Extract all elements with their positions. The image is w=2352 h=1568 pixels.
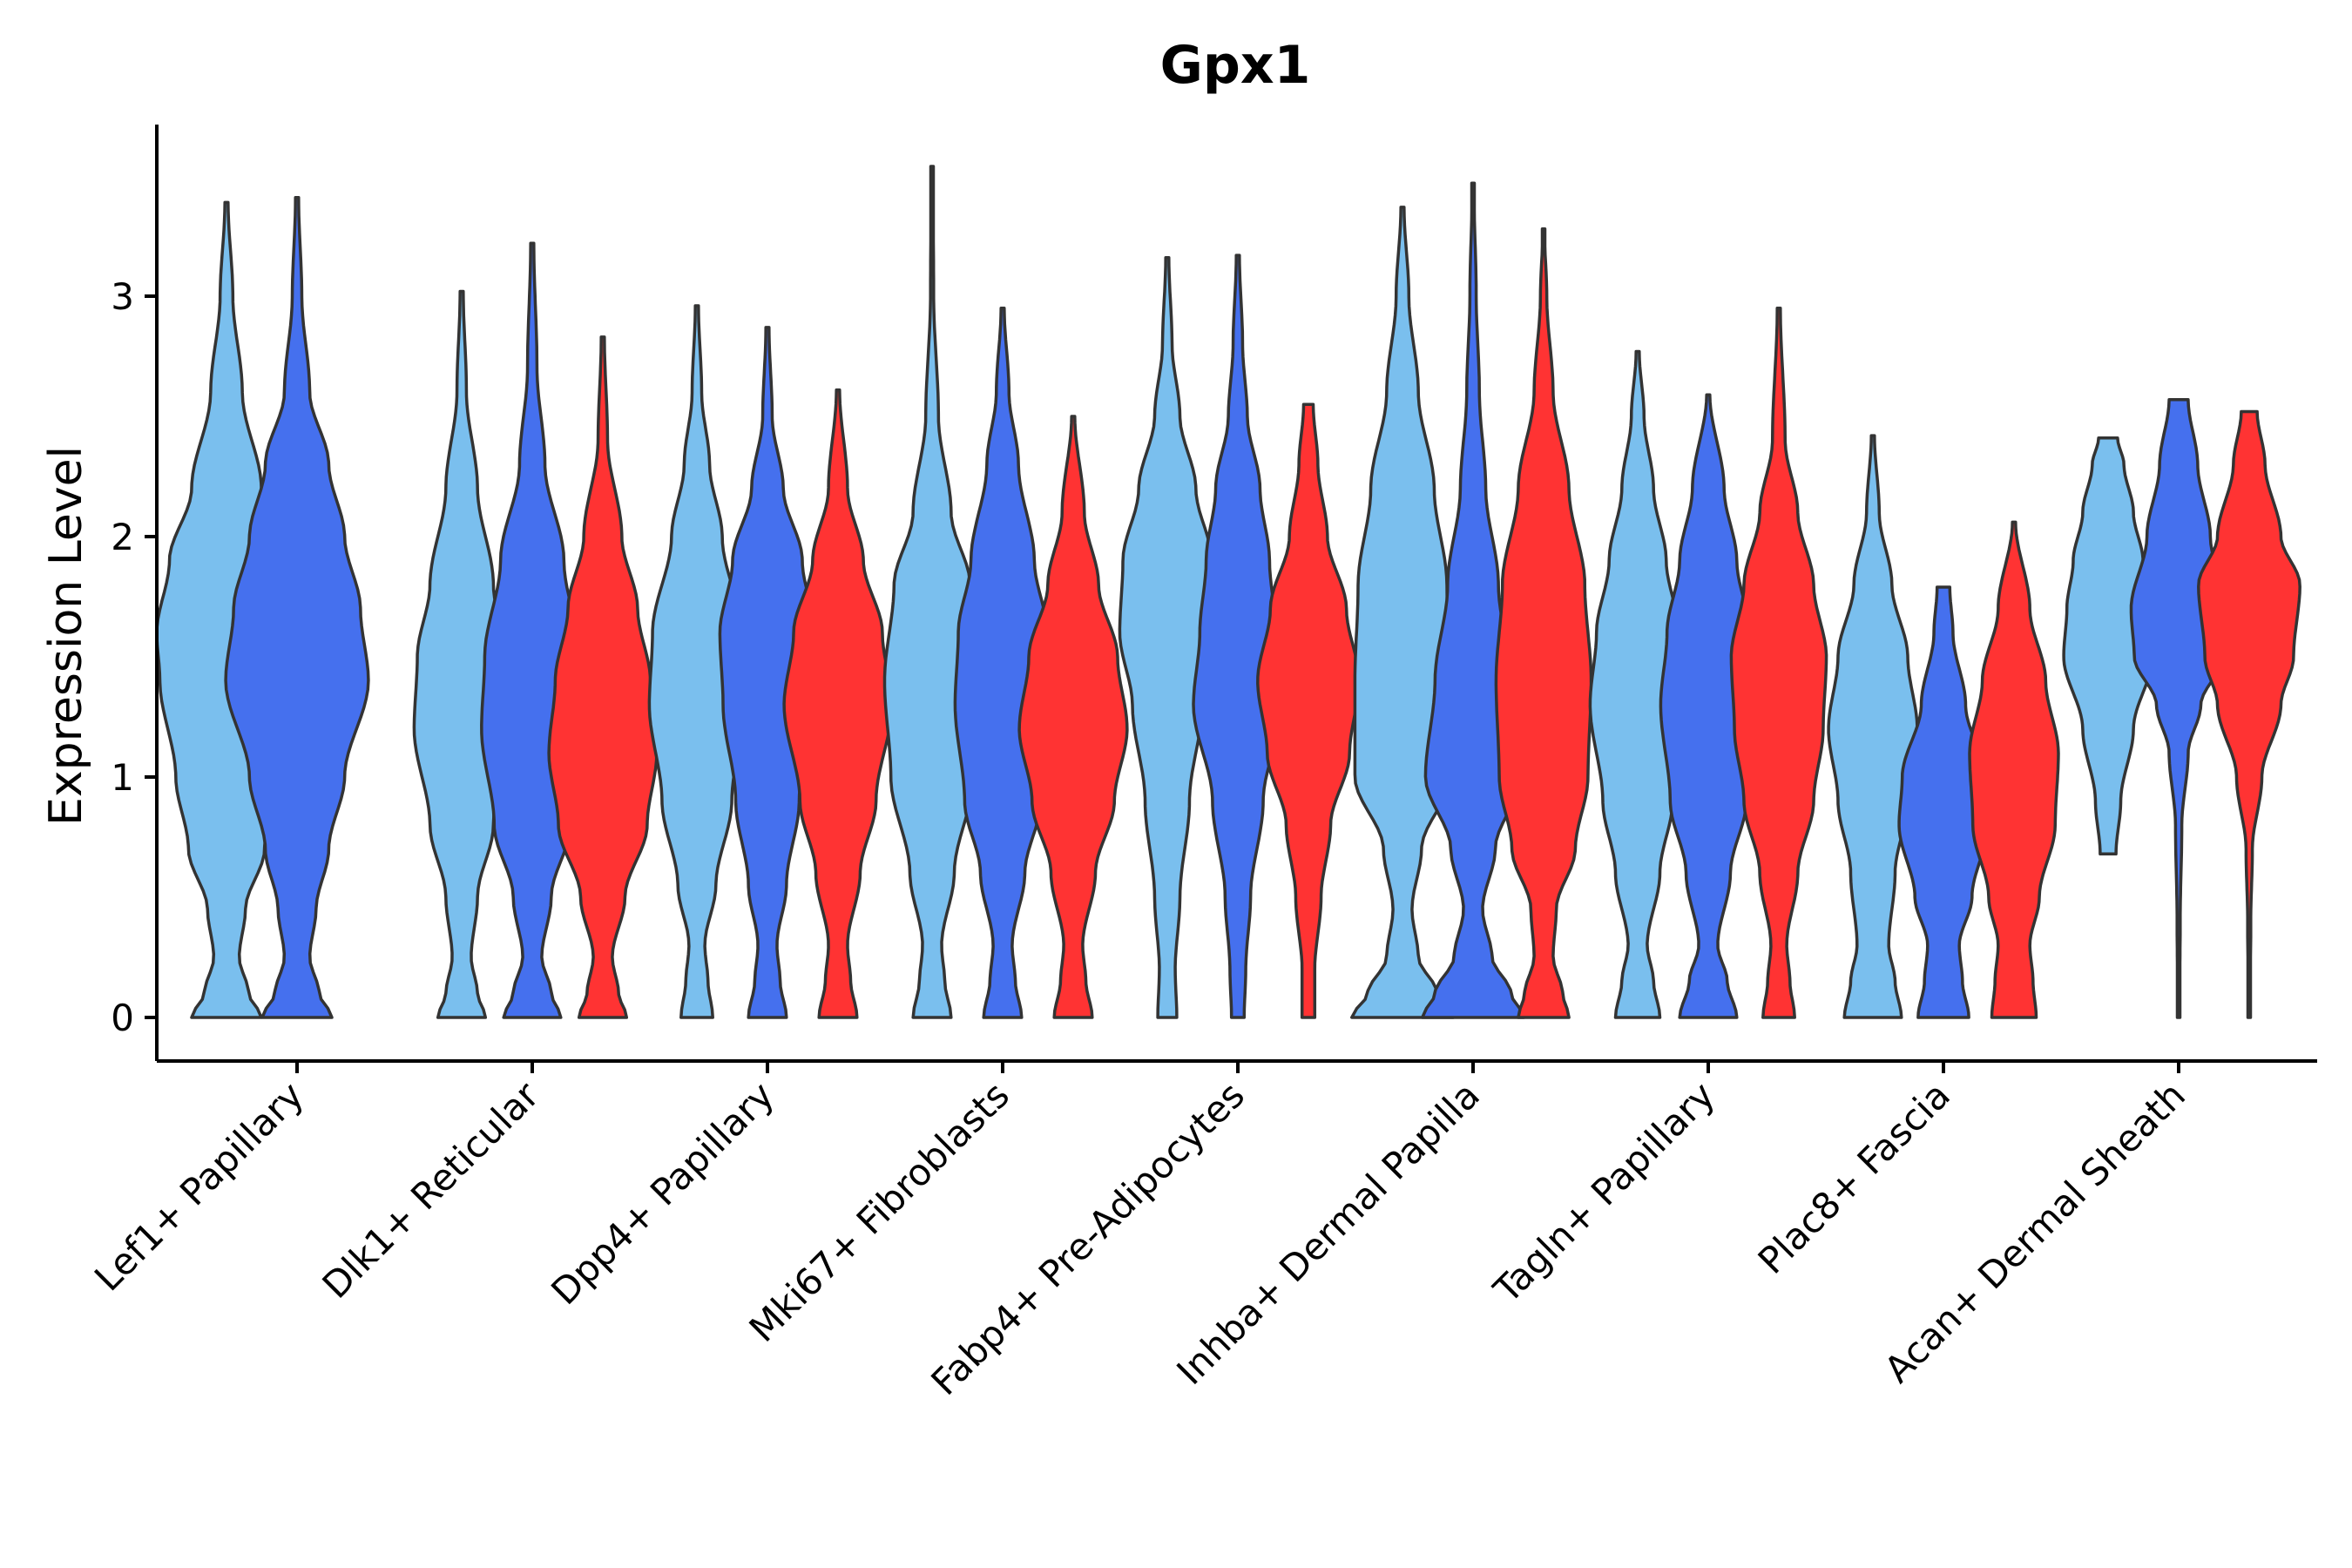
violins-layer — [155, 165, 2301, 1019]
violin-dpp4-papillary-1 — [647, 304, 747, 1019]
x-tick-label: Dlk1+ Reticular — [314, 1073, 548, 1307]
y-tick-label: 1 — [111, 756, 134, 799]
violin-dlk1-reticular-3 — [547, 335, 659, 1019]
x-tick-label: Lef1+ Papillary — [86, 1073, 312, 1299]
y-tick-label: 2 — [111, 516, 134, 558]
x-tick-label: Mki67+ Fibroblasts — [741, 1073, 1017, 1349]
violin-fabp4-pre-adipocytes-3 — [1256, 402, 1361, 1019]
violin-plac8-fascia-3 — [1968, 520, 2060, 1019]
violin-inhba-dermal-papilla-3 — [1494, 226, 1593, 1019]
violin-acan-dermal-sheath-1 — [2062, 436, 2154, 856]
x-tick-label: Plac8+ Fascia — [1750, 1073, 1958, 1281]
x-tick-label: Tagln+ Papillary — [1485, 1073, 1723, 1311]
violin-acan-dermal-sheath-3 — [2197, 409, 2301, 1019]
chart-title: Gpx1 — [1160, 35, 1311, 96]
violin-plac8-fascia-1 — [1827, 434, 1919, 1019]
y-axis-label: Expression Level — [40, 446, 92, 826]
violin-acan-dermal-sheath-2 — [2129, 397, 2228, 1019]
violin-tagln-papillary-3 — [1729, 307, 1828, 1019]
violin-inhba-dermal-papilla-1 — [1350, 206, 1455, 1019]
violin-plac8-fascia-2 — [1897, 585, 1990, 1019]
y-tick-label: 3 — [111, 275, 134, 318]
violin-fabp4-pre-adipocytes-1 — [1118, 256, 1217, 1019]
y-tick-label: 0 — [111, 997, 134, 1039]
violin-lef1-papillary-2 — [224, 196, 370, 1019]
violin-mki67-fibroblasts-3 — [1017, 415, 1129, 1019]
violin-dpp4-papillary-3 — [782, 388, 894, 1019]
x-tick-label: Dpp4+ Papillary — [543, 1073, 782, 1313]
y-axis: 0 1 2 3 — [111, 125, 159, 1061]
